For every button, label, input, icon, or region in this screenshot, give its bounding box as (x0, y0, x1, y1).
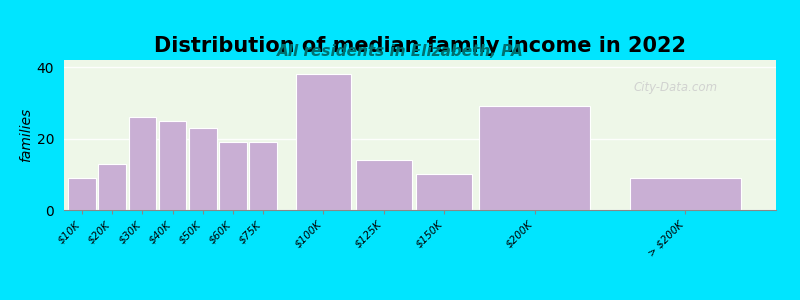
Bar (416, 174, 472, 210)
Bar (356, 160, 411, 210)
Bar (158, 121, 186, 210)
Bar (189, 128, 217, 210)
Bar (250, 142, 277, 210)
Text: City-Data.com: City-Data.com (634, 80, 718, 94)
Bar (296, 74, 351, 210)
Bar (219, 142, 247, 210)
Bar (479, 106, 590, 210)
Bar (129, 117, 156, 210)
Bar (68, 178, 96, 210)
Bar (630, 178, 741, 210)
Title: Distribution of median family income in 2022: Distribution of median family income in … (154, 36, 686, 56)
Y-axis label: families: families (18, 108, 33, 162)
Text: All residents in Elizabeth, PA: All residents in Elizabeth, PA (277, 44, 523, 59)
Bar (98, 164, 126, 210)
